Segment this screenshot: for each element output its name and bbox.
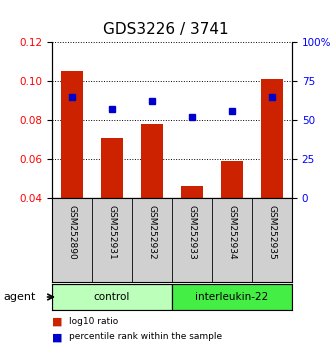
Bar xyxy=(52,284,172,310)
Text: agent: agent xyxy=(3,292,36,302)
Text: GSM252931: GSM252931 xyxy=(108,205,117,259)
Bar xyxy=(181,186,203,198)
Text: GDS3226 / 3741: GDS3226 / 3741 xyxy=(103,22,228,37)
Text: GSM252933: GSM252933 xyxy=(187,205,197,259)
Bar xyxy=(221,161,243,198)
Text: control: control xyxy=(94,292,130,302)
Text: GSM252932: GSM252932 xyxy=(148,205,157,259)
Text: GSM252934: GSM252934 xyxy=(227,205,237,259)
Bar xyxy=(141,124,163,198)
Text: ■: ■ xyxy=(52,332,63,342)
Text: interleukin-22: interleukin-22 xyxy=(195,292,269,302)
Text: GSM252935: GSM252935 xyxy=(267,205,276,259)
Text: percentile rank within the sample: percentile rank within the sample xyxy=(69,332,222,342)
Text: ■: ■ xyxy=(52,316,63,326)
Bar xyxy=(261,79,283,198)
Bar xyxy=(61,71,83,198)
Text: log10 ratio: log10 ratio xyxy=(69,316,118,326)
Bar xyxy=(172,284,292,310)
Bar xyxy=(101,138,123,198)
Text: GSM252890: GSM252890 xyxy=(68,205,76,259)
